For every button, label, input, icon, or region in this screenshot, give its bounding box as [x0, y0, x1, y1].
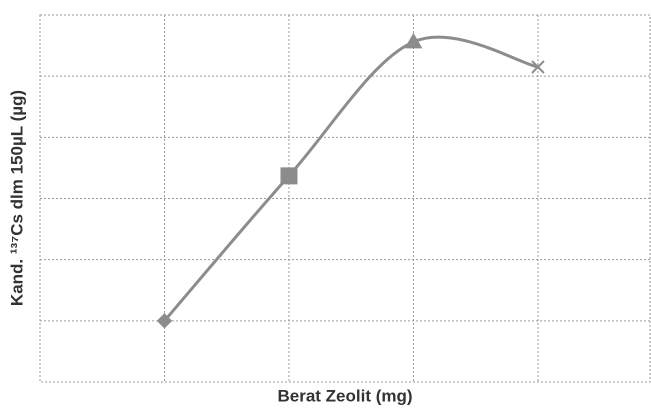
marker	[531, 60, 545, 74]
marker	[156, 313, 173, 329]
series-line	[163, 35, 539, 322]
marker	[404, 32, 423, 49]
marker	[280, 167, 298, 185]
y-axis-label: Kand. ¹³⁷Cs dlm 150µL (µg)	[7, 90, 26, 306]
x-axis-label: Berat Zeolit (mg)	[277, 386, 412, 405]
